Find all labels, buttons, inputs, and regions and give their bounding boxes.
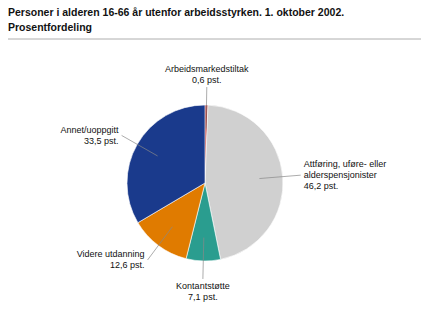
- leader-line: [202, 238, 204, 279]
- title-rule: [8, 39, 421, 40]
- value-label: 33,5 pst.: [84, 136, 119, 146]
- slice-label: Kontantstøtte: [176, 281, 230, 291]
- title: Personer i alderen 16-66 år utenfor arbe…: [8, 6, 344, 18]
- slice-label-line: Annet/uoppgitt: [61, 125, 120, 135]
- leader-line: [148, 227, 173, 260]
- leader-line: [206, 87, 208, 128]
- value-label: 7,1 pst.: [188, 292, 218, 302]
- slice-label: Annet/uoppgitt: [61, 125, 120, 135]
- value-label: 46,2 pst.: [304, 181, 339, 191]
- slice-label-line: alderspensjonister: [304, 170, 377, 180]
- background: [0, 0, 429, 323]
- slice-label-line: Kontantstøtte: [176, 281, 230, 291]
- chart-container: Personer i alderen 16-66 år utenfor arbe…: [0, 0, 429, 323]
- slice-label: Attføring, uføre- elleralderspensjoniste…: [304, 159, 387, 180]
- leader-line: [122, 135, 158, 156]
- slice-label: Videre utdanning: [77, 249, 145, 259]
- subtitle: Prosentfordeling: [8, 21, 92, 33]
- value-label: 12,6 pst.: [110, 260, 145, 270]
- leader-line: [259, 175, 300, 178]
- chart-svg: Personer i alderen 16-66 år utenfor arbe…: [0, 0, 429, 323]
- slice-label-line: Arbeidsmarkedstiltak: [165, 64, 249, 74]
- slice-label: Arbeidsmarkedstiltak: [165, 64, 249, 74]
- pie-slice: [127, 105, 205, 223]
- slice-label-line: Videre utdanning: [77, 249, 145, 259]
- slice-label-line: Attføring, uføre- eller: [304, 159, 387, 169]
- pie-slice: [205, 105, 283, 259]
- value-label: 0,6 pst.: [192, 75, 222, 85]
- labels: Arbeidsmarkedstiltak0,6 pst. Attføring, u…: [61, 64, 387, 303]
- slices: [127, 105, 283, 261]
